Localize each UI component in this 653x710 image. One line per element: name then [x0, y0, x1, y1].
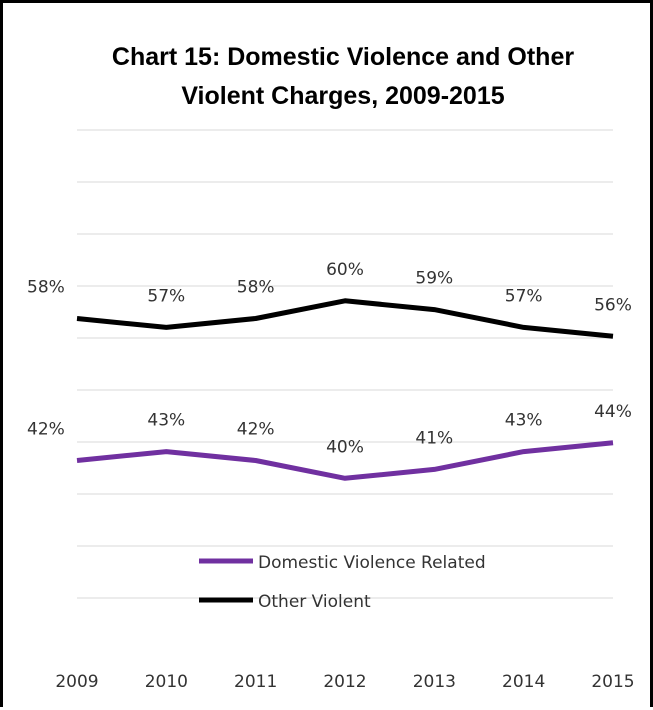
x-tick-2014: 2014 [502, 672, 545, 692]
data-label-s1-5: 57% [505, 286, 543, 306]
series-layer [76, 298, 614, 481]
data-label-s1-1: 57% [147, 286, 185, 306]
data-label-s0-3: 40% [326, 437, 364, 457]
x-tick-2015: 2015 [591, 672, 634, 692]
chart-title-line1: Chart 15: Domestic Violence and Other [112, 43, 574, 71]
data-label-s1-0: 58% [27, 278, 65, 298]
chart-title-line2: Violent Charges, 2009-2015 [181, 82, 504, 110]
legend-label-other-violent: Other Violent [258, 592, 371, 612]
legend-label-domestic-violence: Domestic Violence Related [258, 553, 486, 573]
series-line-0 [76, 440, 614, 481]
series-line-1 [76, 298, 614, 339]
data-labels: 42% 43% 42% 40% 41% 43% 44% 58% 57% 58% 60% 59% 57% 5… [27, 260, 632, 458]
data-label-s1-3: 60% [326, 260, 364, 280]
data-label-s0-0: 42% [27, 420, 65, 440]
data-label-s1-4: 59% [415, 269, 453, 289]
gridlines [77, 129, 613, 599]
data-label-s0-5: 43% [505, 411, 543, 431]
data-label-s0-1: 43% [147, 411, 185, 431]
data-label-s1-6: 56% [594, 295, 632, 315]
data-label-s0-6: 44% [594, 402, 632, 422]
x-tick-2010: 2010 [145, 672, 188, 692]
x-tick-2013: 2013 [413, 672, 456, 692]
x-tick-2012: 2012 [323, 672, 366, 692]
chart-svg: Chart 15: Domestic Violence and Other Vi… [27, 43, 635, 692]
data-label-s0-2: 42% [237, 420, 275, 440]
data-label-s1-2: 58% [237, 278, 275, 298]
x-tick-2011: 2011 [234, 672, 277, 692]
x-axis-ticks: 2009 2010 2011 2012 2013 2014 2015 [55, 672, 634, 692]
data-label-s0-4: 41% [415, 428, 453, 448]
x-tick-2009: 2009 [55, 672, 98, 692]
legend: Domestic Violence Related Other Violent [199, 553, 486, 612]
